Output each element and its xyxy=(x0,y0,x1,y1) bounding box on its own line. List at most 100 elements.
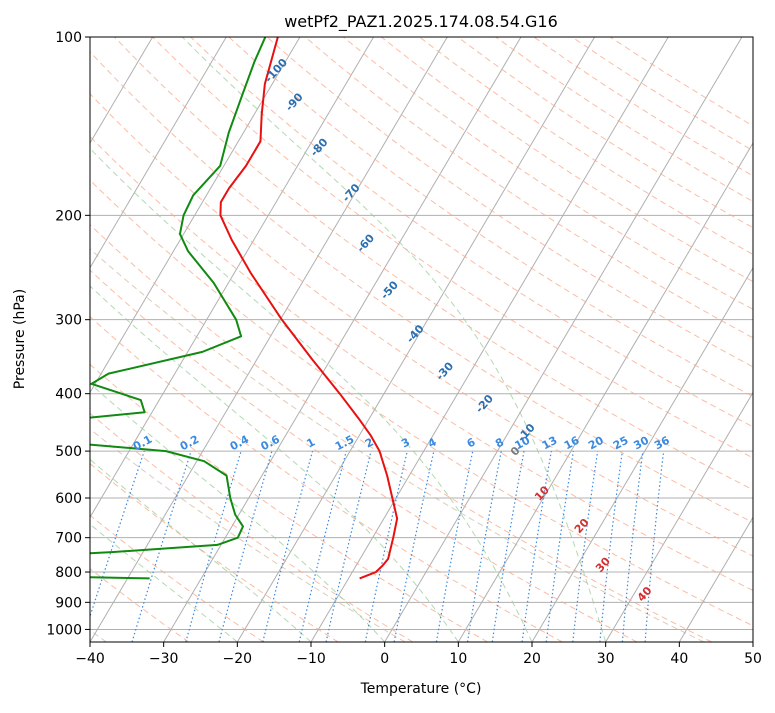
moist-adiabat-line xyxy=(90,285,459,642)
dry-adiabat-line xyxy=(90,363,488,642)
plot-frame xyxy=(89,36,754,643)
dry-adiabat-line xyxy=(419,37,753,255)
mixing-ratio-label: 0.4 xyxy=(228,433,252,454)
mixing-ratio-line xyxy=(521,450,552,642)
dry-adiabat-line xyxy=(90,568,190,642)
mixing-ratio-line xyxy=(262,450,314,642)
sounding-profiles xyxy=(90,37,399,580)
x-tick-label: −20 xyxy=(223,651,253,667)
mixing-ratio-label: 1 xyxy=(304,435,317,450)
dry-adiabat-line xyxy=(90,462,339,642)
isotherm-line xyxy=(531,266,753,642)
dry-adiabat-line xyxy=(457,37,753,229)
y-tick-label: 500 xyxy=(55,444,82,460)
isotherm-line xyxy=(163,37,522,642)
mixing-ratio-line xyxy=(131,450,192,642)
isotherm-line xyxy=(310,37,669,642)
x-axis-label: Temperature (°C) xyxy=(360,681,482,697)
y-tick-label: 900 xyxy=(55,595,82,611)
wetbulb-label: -70 xyxy=(340,181,363,205)
y-tick-label: 400 xyxy=(55,387,82,403)
wetbulb-label: -40 xyxy=(404,322,427,346)
background-arc xyxy=(90,248,705,642)
mixing-ratio-label: 10 xyxy=(513,434,533,453)
mixing-ratio-line xyxy=(185,450,242,642)
dry-adiabat-line xyxy=(228,37,753,398)
mixing-ratio-line xyxy=(364,450,408,642)
dewpoint-profile-line xyxy=(90,37,267,580)
mixing-ratio-line xyxy=(393,450,435,642)
isotherm-line xyxy=(457,142,753,642)
x-tick-label: 10 xyxy=(449,651,467,667)
mixing-ratio-line xyxy=(435,450,474,642)
mixing-ratio-label: 3 xyxy=(399,435,412,450)
dry-adiabat-line xyxy=(90,412,414,642)
x-tick-label: 0 xyxy=(380,651,389,667)
dry-adiabat-line xyxy=(304,37,753,339)
mixing-ratio-label: 8 xyxy=(493,435,506,450)
wetbulb-label: -90 xyxy=(283,90,306,114)
y-tick-label: 800 xyxy=(55,565,82,581)
dry-adiabat-line xyxy=(90,514,264,642)
dry-adiabat-line xyxy=(90,93,753,557)
x-tick-label: 40 xyxy=(670,651,688,667)
dry-adiabat-line xyxy=(266,37,753,368)
wetbulb-label: -80 xyxy=(308,135,331,159)
isotherm-line xyxy=(752,641,753,642)
mixing-ratio-label: 0.2 xyxy=(178,433,201,454)
mixing-ratio-line xyxy=(621,451,644,642)
mixing-ratio-line xyxy=(599,451,623,642)
dry-adiabat-line xyxy=(609,37,753,127)
wetbulb-label: -20 xyxy=(473,392,496,416)
thetae-label: 20 xyxy=(572,516,592,536)
mixing-ratio-line xyxy=(298,450,347,642)
mixing-ratio-label: 20 xyxy=(586,434,606,453)
moist-adiabat-line xyxy=(90,382,386,642)
y-axis-label: Pressure (hPa) xyxy=(12,289,28,389)
isotherm-line xyxy=(90,37,375,519)
y-tick-label: 1000 xyxy=(46,622,82,638)
mixing-ratio-line xyxy=(644,451,665,642)
wetbulb-label: -50 xyxy=(378,278,401,302)
mixing-ratio-label: 16 xyxy=(562,434,582,453)
dry-adiabat-line xyxy=(90,316,563,642)
x-tick-label: −40 xyxy=(75,651,105,667)
thetae-label: 10 xyxy=(532,483,552,503)
mixing-ratio-line xyxy=(218,450,273,642)
dry-adiabat-line xyxy=(533,37,753,177)
wetbulb-label: -30 xyxy=(433,359,456,383)
mixing-ratio-line xyxy=(491,450,525,642)
isotherm-line xyxy=(0,37,5,642)
mixing-ratio-line xyxy=(572,451,599,642)
isotherm-line xyxy=(90,37,301,394)
isotherm-line xyxy=(90,37,448,642)
mixing-ratio-label: 4 xyxy=(426,435,439,450)
mixing-ratio-label: 13 xyxy=(540,434,560,453)
mixing-ratio-line xyxy=(545,451,575,642)
isotherm-line xyxy=(384,37,743,642)
moist-adiabat-line xyxy=(181,37,607,642)
background-lines xyxy=(0,37,753,642)
y-tick-label: 600 xyxy=(55,491,82,507)
chart-title: wetPf2_PAZ1.2025.174.08.54.G16 xyxy=(284,12,558,32)
x-tick-label: 30 xyxy=(597,651,615,667)
y-tick-label: 100 xyxy=(55,30,82,46)
mixing-ratio-line xyxy=(325,450,372,642)
dry-adiabat-line xyxy=(114,37,753,491)
axes: −40 −30 −20 −10 0 10 20 30 40 50 1000 900 800 700 600 5… xyxy=(46,30,762,667)
x-tick-label: 50 xyxy=(744,651,762,667)
x-tick-label: −30 xyxy=(149,651,179,667)
dry-adiabat-line xyxy=(90,179,753,627)
mixing-ratio-line xyxy=(90,450,145,619)
line-labels: 0.1 0.2 0.4 0.6 1 1.5 2 3 4 6 8 10 13 16 20 25 30 36-100-… xyxy=(131,56,672,604)
wetbulb-label: -60 xyxy=(354,231,377,255)
isotherm-line xyxy=(605,391,753,642)
mixing-ratio-label: 6 xyxy=(465,435,478,450)
moist-adiabat-line xyxy=(90,147,533,642)
isotherm-line xyxy=(678,516,753,642)
dry-adiabat-line xyxy=(90,224,712,642)
temperature-profile-line xyxy=(219,37,399,580)
dry-adiabat-line xyxy=(381,37,753,283)
